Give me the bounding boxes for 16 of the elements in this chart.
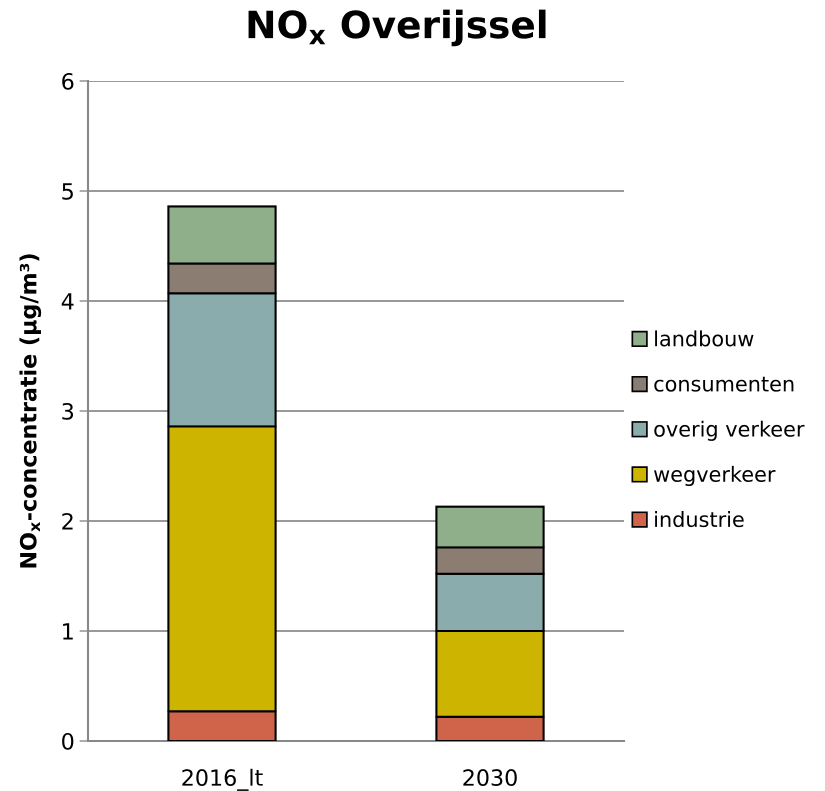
x-tick-label: 2016_lt: [182, 768, 263, 791]
y-tick-label: 6: [62, 72, 74, 90]
legend-label: overig verkeer: [654, 420, 804, 441]
y-tick-label: 3: [62, 402, 74, 420]
legend-label: wegverkeer: [654, 466, 776, 486]
legend-label: industrie: [655, 511, 744, 528]
y-tick-label: 1: [63, 623, 73, 640]
legend-label: landbouw: [655, 330, 754, 347]
chart-title: NO$_{x}$ Overijssel: [248, 10, 546, 46]
legend-label: consumenten: [654, 376, 794, 392]
y-axis-title: NO$_{x}$-concentratie (µg/m³): [19, 254, 42, 568]
y-tick-label: 5: [62, 183, 73, 200]
y-tick-label: 0: [62, 732, 74, 750]
y-tick-label: 4: [62, 293, 74, 310]
y-tick-label: 2: [62, 512, 73, 530]
x-tick-label: 2030: [463, 769, 517, 786]
